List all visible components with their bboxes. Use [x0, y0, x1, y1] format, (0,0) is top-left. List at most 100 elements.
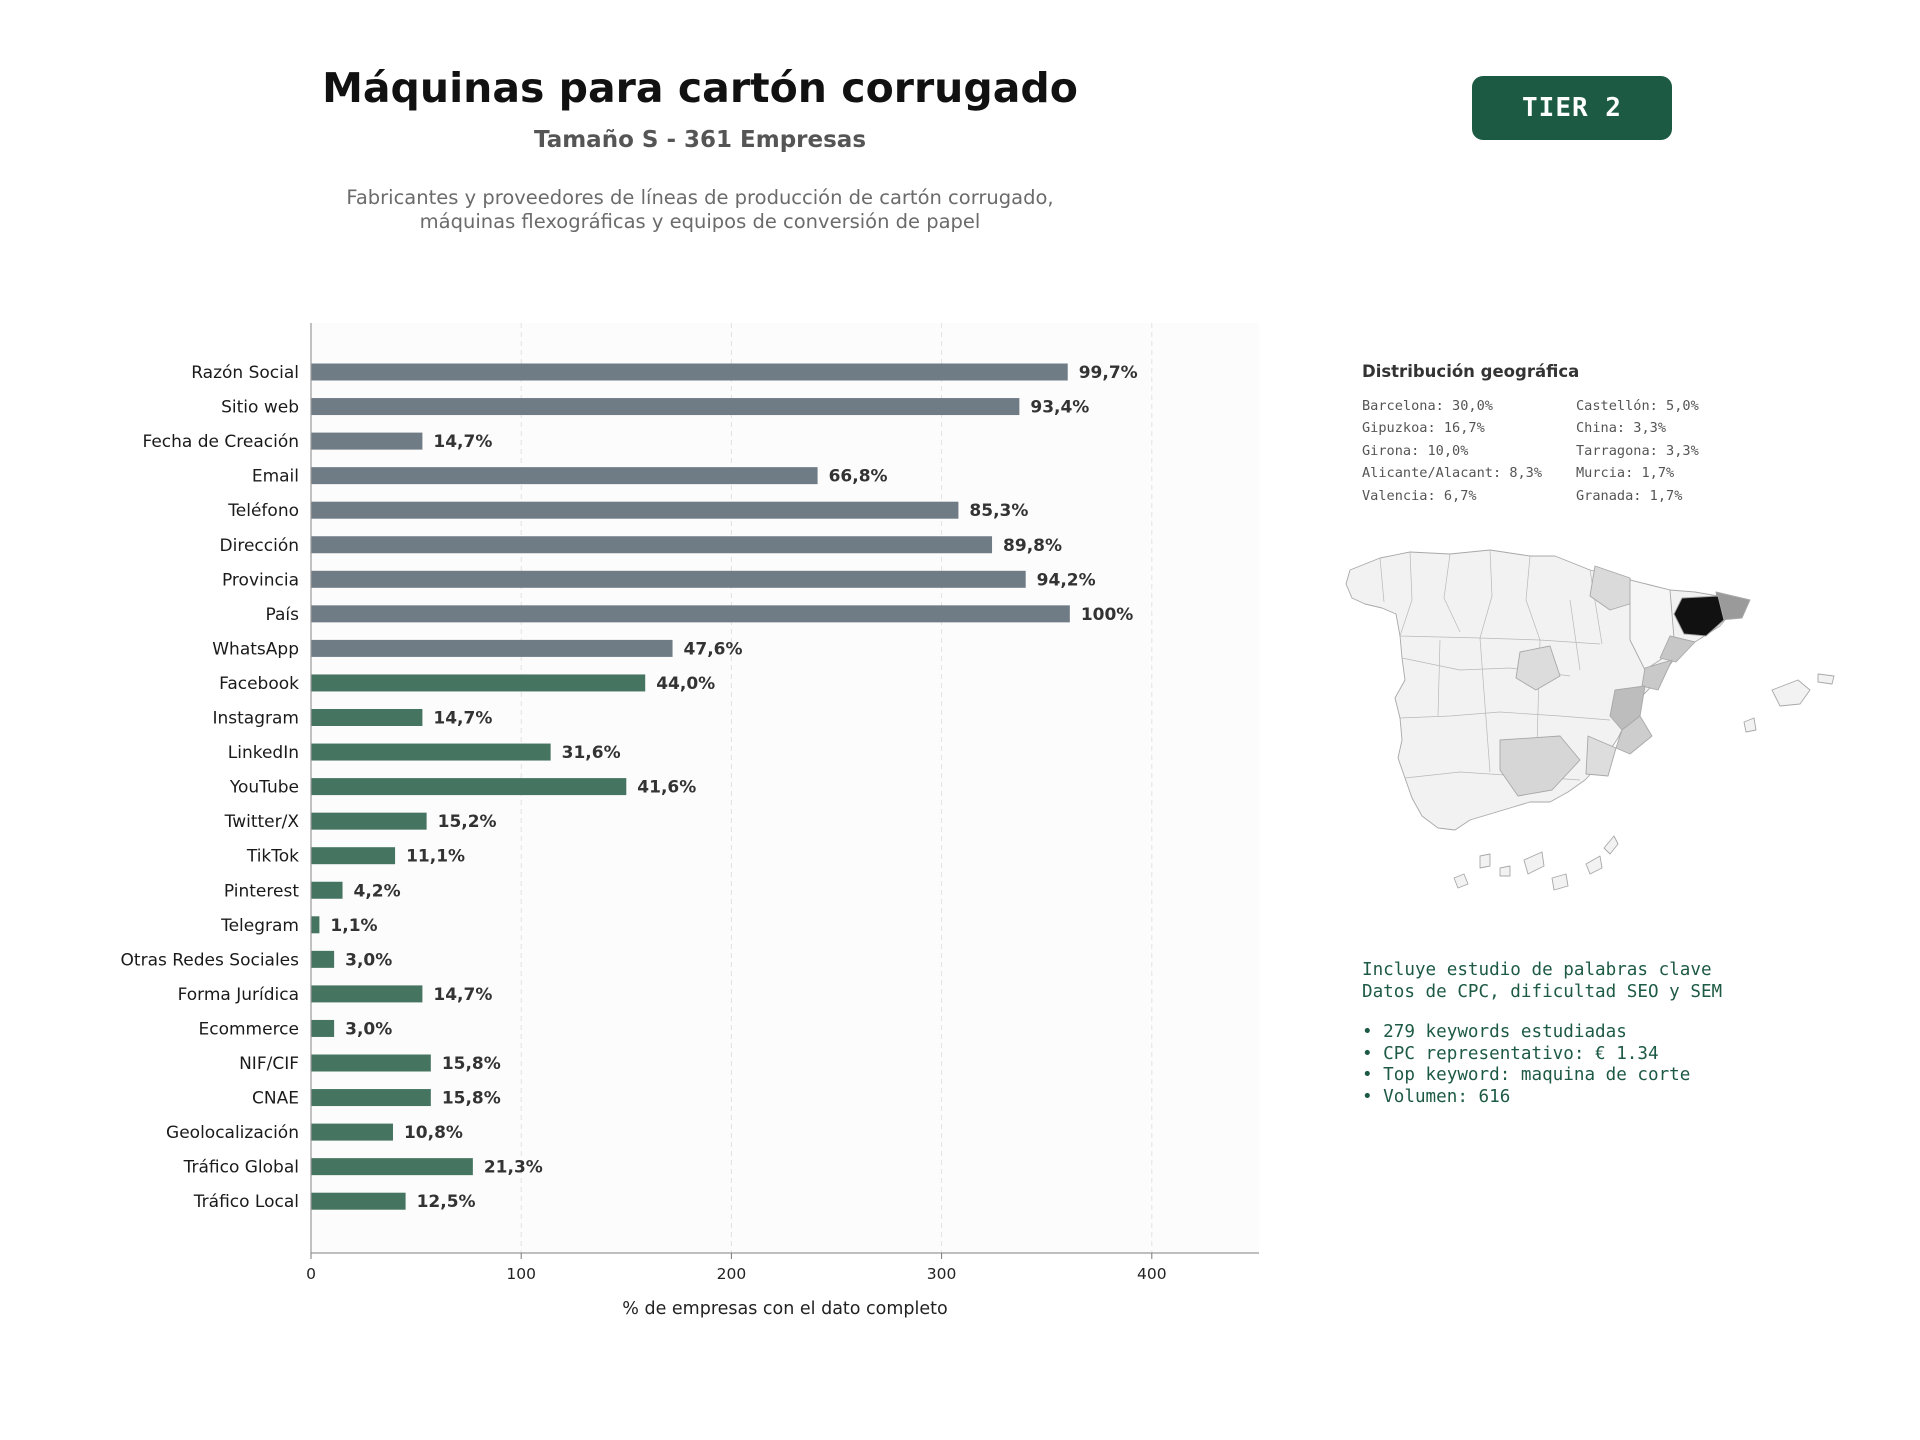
value-label: 15,8% — [442, 1089, 501, 1109]
region-alicante — [1615, 715, 1653, 755]
value-label: 14,7% — [433, 709, 492, 729]
value-label: 89,8% — [1003, 536, 1062, 556]
region-murcia — [1585, 735, 1617, 777]
bar — [311, 639, 673, 657]
bar — [311, 1019, 335, 1037]
island-canary-5 — [1551, 873, 1569, 891]
category-label: YouTube — [229, 778, 299, 798]
description-line-2: máquinas flexográficas y equipos de conv… — [419, 210, 981, 233]
category-label: Pinterest — [224, 881, 299, 901]
bar — [311, 467, 818, 485]
category-label: Teléfono — [227, 501, 299, 521]
keyword-bullet: • CPC representativo: € 1.34 — [1362, 1043, 1659, 1064]
category-label: CNAE — [252, 1089, 299, 1109]
category-label: Dirección — [220, 536, 299, 556]
category-label: Email — [252, 467, 299, 487]
bar — [311, 1054, 431, 1072]
island-canary-6 — [1585, 855, 1603, 875]
x-ticks: 0 100 200 300 400 — [306, 1253, 1167, 1283]
bar — [311, 916, 320, 934]
island-mallorca — [1771, 679, 1811, 707]
geo-entry: Castellón: 5,0% — [1576, 398, 1699, 414]
category-label: Provincia — [222, 570, 299, 590]
island-menorca — [1817, 673, 1835, 685]
category-label: Fecha de Creación — [142, 432, 299, 452]
geo-entry: Barcelona: 30,0% — [1362, 398, 1493, 414]
category-label: Razón Social — [191, 363, 299, 383]
value-label: 4,2% — [354, 881, 401, 901]
region-tarragona — [1659, 635, 1696, 663]
category-label: Facebook — [219, 674, 299, 694]
geo-entry: Valencia: 6,7% — [1362, 487, 1477, 504]
category-label: País — [266, 605, 300, 625]
x-axis-label: % de empresas con el dato completo — [622, 1299, 947, 1319]
bar — [311, 812, 427, 830]
tier-badge: TIER 2 — [1472, 76, 1672, 140]
keywords-line-1: Incluye estudio de palabras clave — [1362, 960, 1712, 980]
value-label: 100% — [1081, 605, 1134, 625]
bar — [311, 501, 959, 519]
spain-map — [1345, 549, 1835, 891]
category-label: Twitter/X — [224, 812, 300, 832]
value-label: 47,6% — [684, 639, 743, 659]
category-labels: Razón Social Sitio web Fecha de Creación Em… — [121, 363, 300, 1212]
page-subtitle: Tamaño S - 361 Empresas — [533, 127, 867, 153]
bar — [311, 1192, 406, 1210]
geo-entry: Tarragona: 3,3% — [1576, 442, 1699, 459]
value-label: 12,5% — [417, 1192, 476, 1212]
bar — [311, 950, 335, 968]
bar — [311, 985, 423, 1003]
value-label: 15,2% — [438, 812, 497, 832]
x-tick-label: 300 — [927, 1265, 957, 1283]
value-label: 66,8% — [829, 467, 888, 487]
keyword-bullet: • Top keyword: maquina de corte — [1362, 1065, 1691, 1085]
region-center — [1515, 645, 1561, 691]
bar — [311, 1158, 473, 1176]
value-label: 85,3% — [969, 501, 1028, 521]
category-label: TikTok — [246, 847, 299, 867]
value-label: 3,0% — [345, 1019, 392, 1039]
bar — [311, 847, 396, 865]
geo-entry: China: 3,3% — [1576, 420, 1667, 437]
value-label: 99,7% — [1079, 363, 1138, 383]
value-label: 11,1% — [406, 847, 465, 867]
bar — [311, 778, 627, 796]
page-title: Máquinas para cartón corrugado — [322, 64, 1078, 112]
value-label: 44,0% — [656, 674, 715, 694]
region-granada — [1499, 735, 1581, 797]
value-label: 93,4% — [1030, 398, 1089, 418]
island-canary-7 — [1603, 835, 1619, 855]
bar — [311, 605, 1070, 623]
category-label: Forma Jurídica — [178, 985, 299, 1005]
bar — [311, 709, 423, 726]
value-label: 10,8% — [404, 1123, 463, 1143]
category-label: Telegram — [220, 916, 299, 936]
geo-title: Distribución geográfica — [1362, 362, 1580, 381]
category-label: Sitio web — [221, 398, 299, 418]
bar — [311, 881, 343, 899]
description-line-1: Fabricantes y proveedores de líneas de p… — [346, 186, 1054, 209]
region-aragon — [1629, 579, 1676, 671]
category-label: Tráfico Global — [183, 1158, 299, 1178]
island-canary-4 — [1523, 851, 1545, 875]
geo-entry: Granada: 1,7% — [1576, 487, 1683, 504]
bar — [311, 570, 1026, 588]
keyword-bullet: • Volumen: 616 — [1362, 1086, 1511, 1107]
keywords-line-2: Datos de CPC, dificultad SEO y SEM — [1362, 981, 1723, 1002]
x-tick-label: 0 — [306, 1265, 316, 1283]
bar — [311, 1089, 431, 1107]
bar — [311, 743, 551, 761]
value-label: 15,8% — [442, 1054, 501, 1074]
region-gipuzkoa — [1589, 565, 1637, 611]
category-label: Otras Redes Sociales — [121, 950, 300, 970]
value-label: 14,7% — [433, 432, 492, 452]
value-label: 21,3% — [484, 1158, 543, 1178]
bar-chart: Razón Social Sitio web Fecha de Creación Em… — [121, 323, 1259, 1319]
bar — [311, 363, 1068, 381]
island-ibiza — [1743, 717, 1757, 733]
category-label: LinkedIn — [228, 743, 299, 763]
x-tick-label: 100 — [506, 1265, 536, 1283]
region-barcelona — [1673, 595, 1725, 637]
value-label: 3,0% — [345, 950, 392, 970]
value-label: 1,1% — [330, 916, 377, 936]
